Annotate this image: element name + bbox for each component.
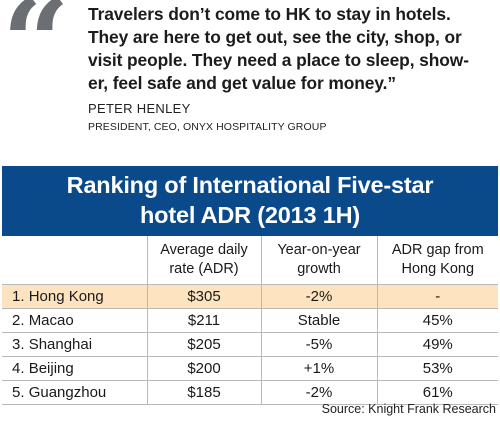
cell-adr: $305 [146,283,261,308]
quote-block: “ Travelers don’t come to HK to stay in … [0,0,500,166]
cell-city: 3. Shanghai [2,331,147,356]
cell-rank: 2. [12,311,25,329]
cell-rank: 3. [12,335,25,353]
header-growth: Year-on-year growth [260,236,377,284]
author-title: PRESIDENT, CEO, ONYX HOSPITALITY GROUP [88,121,327,133]
header-adr: Average daily rate (ADR) [146,236,261,284]
header-gap: ADR gap from Hong Kong [376,236,498,284]
cell-city-name: Shanghai [28,335,93,353]
table-row: 5. Guangzhou $185 -2% 61% [2,379,498,405]
header-adr-line: rate (ADR) [169,260,239,277]
cell-city: 5. Guangzhou [2,379,147,405]
cell-adr: $185 [146,379,261,405]
cell-growth: +1% [260,355,377,380]
quote-line: Travelers don’t come to HK to stay in ho… [88,4,451,24]
cell-growth: Stable [260,307,377,332]
cell-growth: -5% [260,331,377,356]
quote-line: visit people. They need a place to sleep… [88,50,469,70]
quote-line: er, feel safe and get value for money.” [88,73,396,93]
ranking-table: Average daily rate (ADR) Year-on-year gr… [2,236,498,405]
ranking-table-section: Ranking of International Five-star hotel… [2,166,498,405]
cell-city-name: Macao [28,311,74,329]
table-title-line: hotel ADR (2013 1H) [140,202,360,228]
cell-city-name: Beijing [28,359,74,377]
cell-adr: $205 [146,331,261,356]
header-adr-line: Average daily [160,241,248,258]
header-growth-line: growth [297,260,341,277]
cell-rank: 4. [12,359,25,377]
cell-city: 1. Hong Kong [2,283,147,308]
table-row: 1. Hong Kong $305 -2% - [2,283,498,308]
table-row: 3. Shanghai $205 -5% 49% [2,331,498,356]
cell-rank: 5. [12,383,25,401]
cell-adr: $211 [146,307,261,332]
cell-gap: - [376,283,498,308]
source-note: Source: Knight Frank Research [321,402,496,416]
cell-rank: 1. [12,287,25,305]
cell-gap: 45% [376,307,498,332]
cell-gap: 53% [376,355,498,380]
header-gap-line: Hong Kong [401,260,475,277]
cell-growth: -2% [260,379,377,405]
cell-city: 4. Beijing [2,355,147,380]
cell-growth: -2% [260,283,377,308]
cell-adr: $200 [146,355,261,380]
header-gap-line: ADR gap from [391,241,484,258]
header-growth-line: Year-on-year [277,241,361,258]
cell-city-name: Hong Kong [28,287,104,305]
table-title: Ranking of International Five-star hotel… [2,166,498,236]
quote-mark-icon: “ [2,0,70,112]
cell-city: 2. Macao [2,307,147,332]
quote-line: They are here to get out, see the city, … [88,27,462,47]
table-header-row: Average daily rate (ADR) Year-on-year gr… [2,236,498,284]
cell-gap: 61% [376,379,498,405]
author-name: PETER HENLEY [88,101,191,116]
quote-text: Travelers don’t come to HK to stay in ho… [88,3,498,95]
table-title-line: Ranking of International Five-star [66,172,434,198]
cell-gap: 49% [376,331,498,356]
table-row: 2. Macao $211 Stable 45% [2,307,498,332]
cell-city-name: Guangzhou [28,383,107,401]
header-city [2,236,147,284]
table-row: 4. Beijing $200 +1% 53% [2,355,498,380]
